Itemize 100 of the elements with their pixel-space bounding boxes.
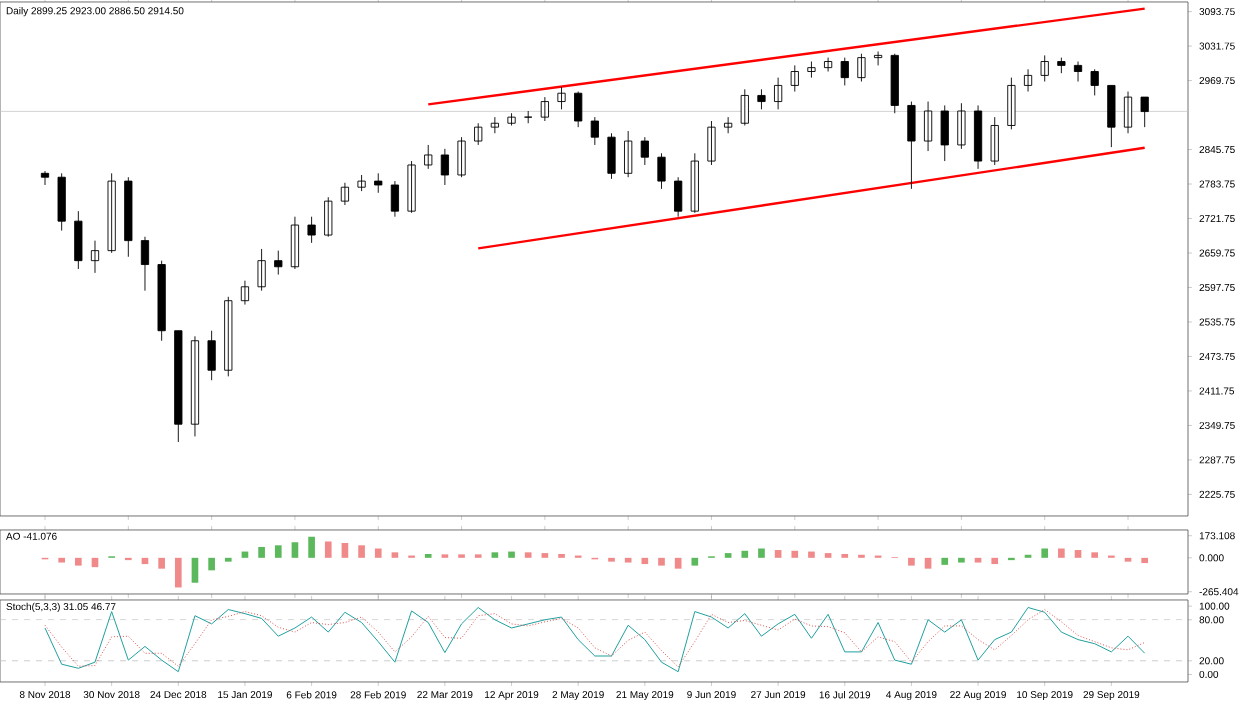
candlestick [957,102,966,150]
candlestick [324,196,333,238]
candlestick [124,176,133,258]
bar [258,546,265,558]
candlestick [424,144,433,170]
candlestick [1107,84,1116,148]
bar [358,545,365,558]
candlestick [1023,68,1033,92]
candlestick [207,330,216,381]
candlestick [1090,68,1099,96]
candlestick [107,172,116,254]
bar [174,557,182,588]
candlestick [490,116,499,134]
candlestick [940,105,949,162]
candlestick [557,86,566,110]
candlestick [524,110,533,124]
candlestick [923,101,933,152]
candlestick [674,176,683,218]
candlestick [1140,96,1149,128]
candlestick [140,236,150,292]
candlestick [774,77,783,110]
bar [658,557,665,566]
bar [158,557,165,569]
candlestick [640,136,649,166]
bar [941,557,949,565]
candlestick [890,53,899,114]
bar [508,551,515,558]
candlestick [440,148,449,186]
candlestick [757,88,766,110]
bar [191,557,199,583]
bar [791,550,799,558]
candlestick [807,61,816,79]
candlestick [657,152,666,190]
candlestick [990,116,999,166]
candlestick [907,101,916,190]
bar [924,557,932,569]
bar [524,552,532,558]
bar [208,557,215,571]
candlestick [190,335,200,437]
bar [1041,548,1049,558]
bar [808,551,815,558]
candlestick [1007,77,1016,130]
candlestick [40,170,50,186]
candlestick [724,116,733,134]
candlestick [790,64,799,92]
bar [491,552,499,558]
candlestick [90,240,100,274]
candlestick [823,57,833,72]
candlestick [1073,61,1083,82]
candlestick [1057,57,1066,74]
candlestick [840,57,849,86]
candlestick [407,160,416,214]
candlestick [607,132,616,180]
candlestick [390,180,400,218]
candlestick [707,120,716,166]
candlestick [307,216,316,244]
bar [974,557,982,563]
candlestick [257,248,266,292]
bar [774,550,782,558]
bar [324,541,332,558]
candlestick [624,130,633,178]
candlestick [540,96,549,122]
bar [908,557,915,566]
candlestick [1123,91,1133,134]
bar [624,557,632,563]
candlestick [57,172,66,232]
candlestick [507,112,516,126]
candlestick [74,210,83,270]
bar [274,545,282,558]
candlestick [340,182,350,206]
candlestick [240,280,250,306]
candlestick [973,105,983,170]
bar [391,552,399,558]
candlestick [574,91,583,128]
bar [1074,550,1082,558]
candlestick [457,136,466,178]
candlestick [357,174,366,192]
candlestick [374,172,383,194]
candlestick [274,250,283,276]
bar [291,542,299,558]
bar [1091,552,1099,558]
candlestick [157,260,166,342]
bar [75,557,82,566]
candlestick [690,152,699,214]
bar [758,548,765,558]
bar [991,557,999,565]
bar [341,543,349,558]
candlestick [857,53,866,82]
bar [674,557,682,569]
bar [58,557,65,563]
candlestick [740,88,749,126]
candlestick [1040,54,1049,82]
candlestick [474,122,483,146]
bar [374,548,382,558]
bar [308,536,315,558]
candlestick [873,51,883,66]
candlestick [290,216,300,270]
bar [958,557,965,563]
candlestick [590,116,599,146]
candlestick [224,296,233,377]
